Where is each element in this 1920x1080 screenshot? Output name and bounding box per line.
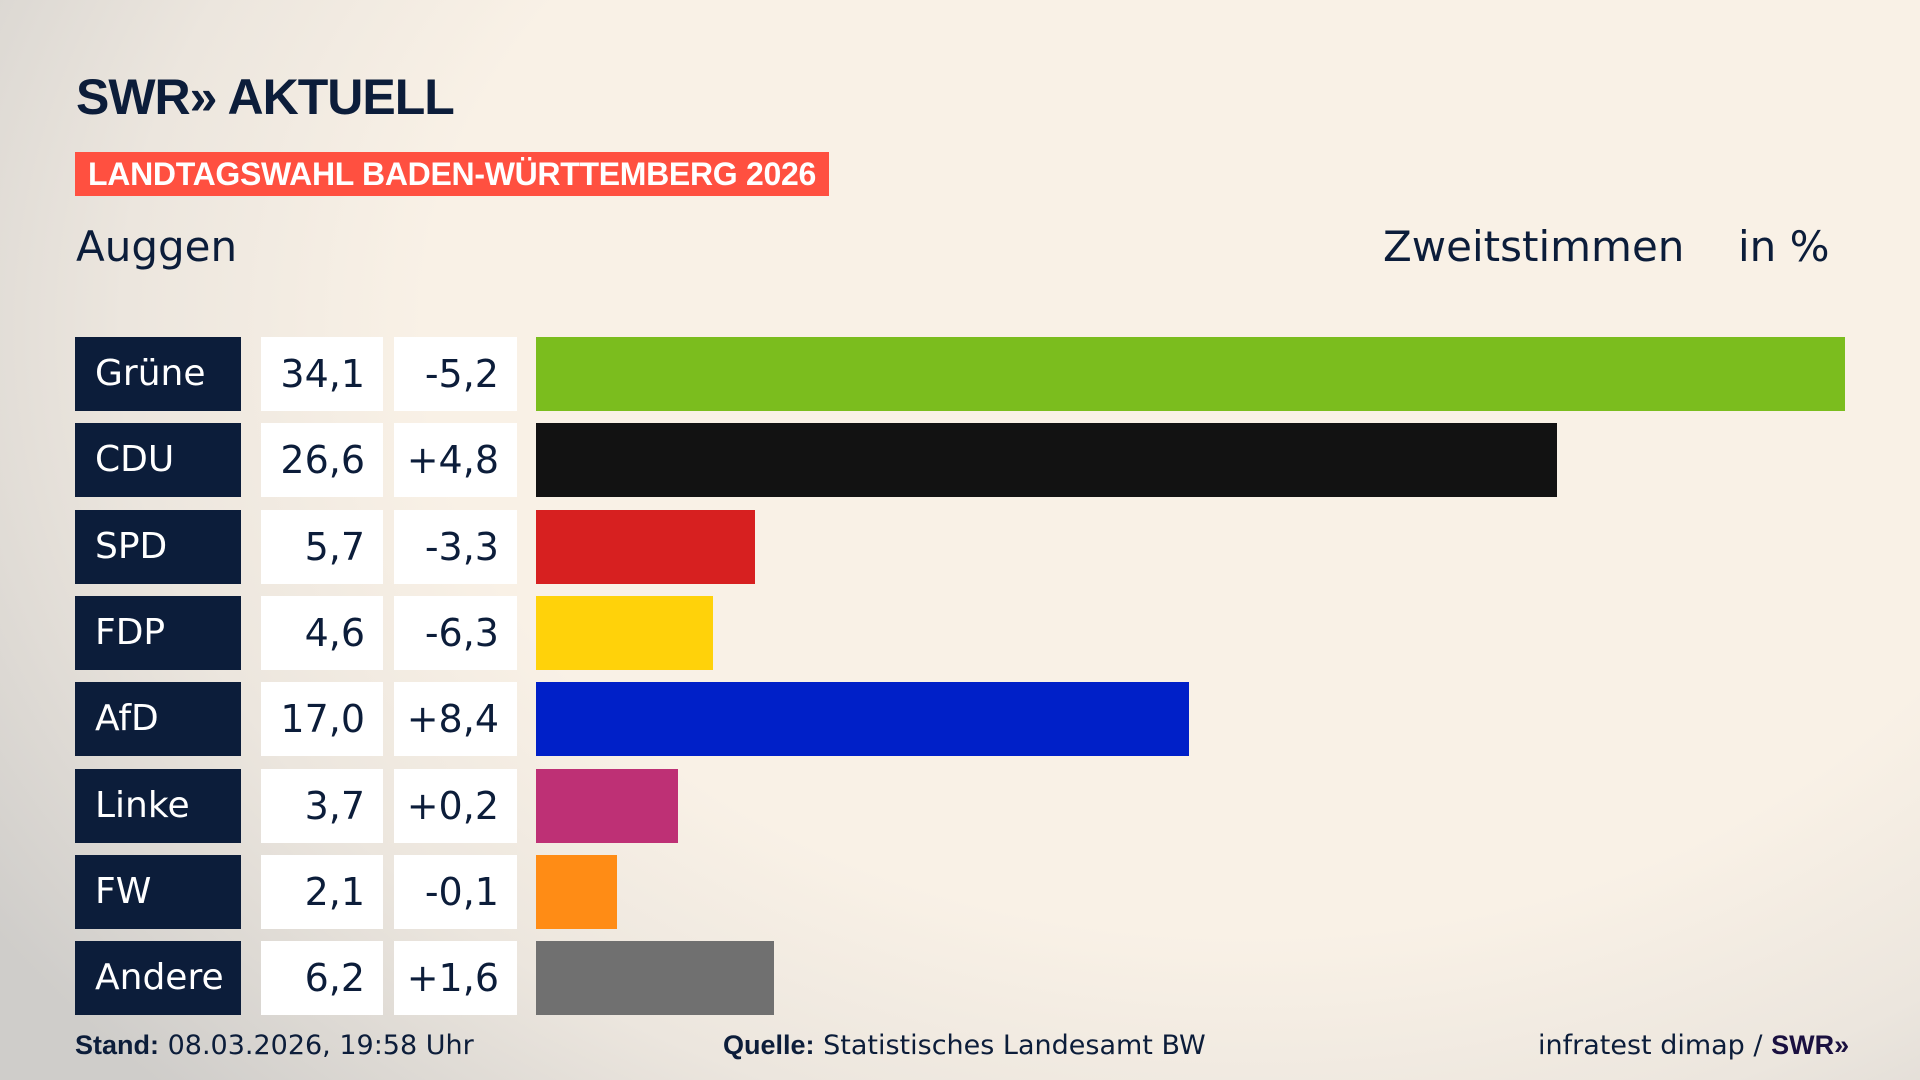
party-bar xyxy=(536,337,1845,411)
swr-credit-logo: SWR» xyxy=(1771,1030,1850,1060)
party-row: AfD 17,0 +8,4 xyxy=(0,682,1920,757)
party-bar xyxy=(536,854,617,929)
party-row: Grüne 34,1 -5,2 xyxy=(0,337,1920,411)
vote-share: 5,7 xyxy=(261,509,383,584)
source-label: Quelle: xyxy=(723,1030,815,1060)
source: Quelle: Statistisches Landesamt BW xyxy=(723,1030,1206,1061)
party-bar xyxy=(536,682,1189,757)
party-bar xyxy=(536,768,679,843)
party-label: SPD xyxy=(75,509,241,584)
party-row: SPD 5,7 -3,3 xyxy=(0,509,1920,584)
vote-change: +0,2 xyxy=(394,768,517,843)
vote-change: -3,3 xyxy=(394,509,517,584)
election-banner: LANDTAGSWAHL BADEN-WÜRTTEMBERG 2026 xyxy=(75,152,829,196)
party-label: Linke xyxy=(75,768,241,843)
party-bar xyxy=(536,595,713,670)
timestamp: Stand: 08.03.2026, 19:58 Uhr xyxy=(75,1030,474,1061)
party-row: Linke 3,7 +0,2 xyxy=(0,768,1920,843)
vote-share: 26,6 xyxy=(261,423,383,498)
party-label: FDP xyxy=(75,595,241,670)
credit: infratest dimap / SWR» xyxy=(1538,1030,1849,1061)
vote-change: +4,8 xyxy=(394,423,517,498)
party-row: Andere 6,2 +1,6 xyxy=(0,941,1920,1016)
party-row: FW 2,1 -0,1 xyxy=(0,854,1920,929)
party-label: Andere xyxy=(75,941,241,1016)
vote-change: -0,1 xyxy=(394,854,517,929)
vote-share: 17,0 xyxy=(261,682,383,757)
stand-value: 08.03.2026, 19:58 Uhr xyxy=(167,1030,474,1061)
stand-label: Stand: xyxy=(75,1030,159,1060)
place-title: Auggen xyxy=(76,222,238,271)
party-label: CDU xyxy=(75,423,241,498)
party-label: AfD xyxy=(75,682,241,757)
vote-change: -5,2 xyxy=(394,337,517,411)
vote-share: 34,1 xyxy=(261,337,383,411)
vote-change: +8,4 xyxy=(394,682,517,757)
vote-change: +1,6 xyxy=(394,941,517,1016)
unit-label: in % xyxy=(1738,222,1830,271)
party-row: CDU 26,6 +4,8 xyxy=(0,423,1920,498)
credit-text: infratest dimap / xyxy=(1538,1030,1763,1061)
party-label: FW xyxy=(75,854,241,929)
party-bar xyxy=(536,423,1558,498)
source-value: Statistisches Landesamt BW xyxy=(823,1030,1206,1061)
vote-change: -6,3 xyxy=(394,595,517,670)
party-bar xyxy=(536,509,755,584)
vote-share: 2,1 xyxy=(261,854,383,929)
party-label: Grüne xyxy=(75,337,241,411)
vote-share: 6,2 xyxy=(261,941,383,1016)
vote-share: 3,7 xyxy=(261,768,383,843)
party-row: FDP 4,6 -6,3 xyxy=(0,595,1920,670)
swr-aktuell-logo: SWR» AKTUELL xyxy=(76,69,455,125)
vote-share: 4,6 xyxy=(261,595,383,670)
metric-label: Zweitstimmen xyxy=(1383,222,1685,271)
party-bar xyxy=(536,941,774,1016)
